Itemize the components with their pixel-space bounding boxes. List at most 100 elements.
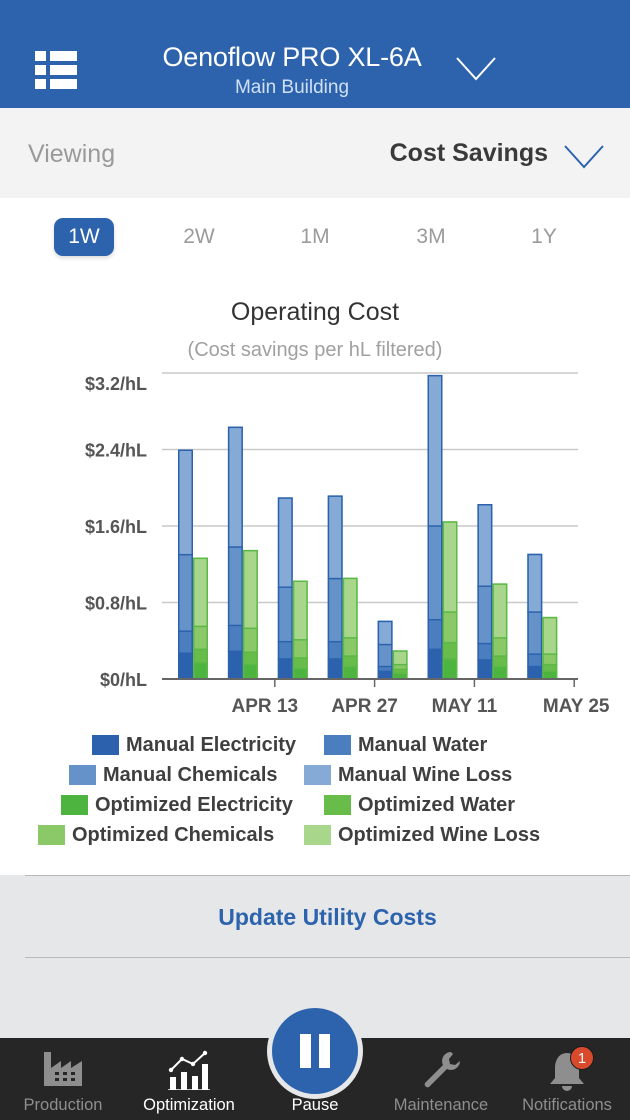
bar-segment-manual-chemicals [377,644,393,667]
bar-segment-manual-wine-loss [277,497,293,588]
bar-segment-optimized-water [242,652,258,665]
bar-segment-optimized-electricity [542,671,558,679]
bar-segment-optimized-chemicals [442,612,458,643]
bar-segment-optimized-wine-loss [193,557,208,627]
divider [25,875,630,876]
bottom-tab-bar: Production Optimization Maintenance Noti… [0,1038,630,1120]
viewing-selector[interactable]: Viewing Cost Savings [0,108,630,198]
bar-segment-optimized-water [542,664,558,672]
legend-swatch [61,795,88,815]
bar-segment-manual-electricity [377,671,393,679]
wrench-icon [424,1052,460,1088]
chart-trend-icon [168,1050,210,1090]
bar-segment-optimized-electricity [342,666,358,679]
bar-segment-manual-wine-loss [377,620,393,645]
device-title[interactable]: Oenoflow PRO XL-6A [162,42,422,72]
y-tick-label: $0/hL [100,670,147,690]
legend-swatch [69,765,96,785]
bar-segment-optimized-chemicals [342,637,358,657]
bar-segment-manual-wine-loss [527,553,543,613]
tab-label: Notifications [522,1096,612,1114]
bar-segment-optimized-wine-loss [342,577,358,638]
bar-segment-optimized-water [442,642,458,659]
bar-segment-manual-wine-loss [327,495,343,579]
legend-label: Manual Wine Loss [338,764,513,786]
viewing-dropdown-chevron-icon[interactable] [563,144,605,170]
legend-swatch [304,765,331,785]
bar-layer [178,374,558,680]
bar-segment-manual-water [227,625,243,652]
axis-layer: $0/hL $0.8/hL $1.6/hL $2.4/hL $3.2/hL APR 13 A… [85,374,610,717]
range-tab-2w[interactable]: 2W [183,225,215,248]
bar-segment-manual-electricity [427,649,443,679]
pause-button[interactable] [267,1003,363,1099]
bar-segment-optimized-wine-loss [492,583,508,638]
range-tab-1w[interactable]: 1W [54,218,114,256]
list-menu-icon[interactable] [35,51,77,90]
bar-segment-manual-water [427,619,443,650]
bar-segment-manual-electricity [178,653,193,679]
tab-maintenance[interactable]: Maintenance [378,1038,504,1120]
time-range-tabs: 1W 2W 1M 3M 1Y [0,218,630,258]
viewing-value[interactable]: Cost Savings [389,139,548,167]
bar-segment-manual-wine-loss [227,426,243,548]
bar-segment-optimized-chemicals [292,639,308,658]
tab-label: Maintenance [393,1096,489,1114]
bar-segment-optimized-wine-loss [542,616,558,655]
bar-segment-optimized-water [193,649,208,663]
divider [25,957,630,958]
bar-segment-manual-wine-loss [477,504,493,587]
tab-production[interactable]: Production [0,1038,126,1120]
app-header: Oenoflow PRO XL-6A Main Building [0,0,630,108]
notification-badge: 1 [570,1046,594,1070]
bar-segment-optimized-electricity [193,662,208,679]
bar-segment-optimized-wine-loss [392,650,408,665]
bar-segment-manual-water [477,643,493,660]
legend-label: Optimized Electricity [95,794,293,816]
bar-segment-manual-electricity [227,651,243,679]
bar-segment-manual-chemicals [427,526,443,620]
bar-segment-optimized-chemicals [242,628,258,653]
range-tab-3m[interactable]: 3M [416,225,446,248]
bar-segment-manual-electricity [477,659,493,679]
bar-segment-manual-electricity [277,658,293,679]
bar-segment-manual-chemicals [178,554,193,632]
device-dropdown-chevron-icon[interactable] [455,56,497,82]
x-tick-label: APR 13 [232,696,299,717]
x-tick-label: APR 27 [331,696,398,717]
bar-segment-optimized-chemicals [392,664,408,670]
bar-segment-optimized-water [292,657,308,669]
bar-segment-optimized-chemicals [193,626,208,650]
bar-segment-optimized-electricity [442,658,458,679]
bar-segment-manual-chemicals [477,586,493,644]
tab-notifications[interactable]: Notifications [504,1038,630,1120]
x-tick-label: MAY 25 [543,696,610,717]
range-tab-1m[interactable]: 1M [300,225,330,248]
bar-segment-optimized-electricity [492,666,508,679]
bar-segment-manual-wine-loss [178,449,193,555]
legend-label: Manual Water [358,734,488,756]
legend-swatch [38,825,65,845]
bar-segment-manual-chemicals [227,547,243,626]
x-tick-label: MAY 11 [432,696,498,717]
tab-label: Optimization [143,1096,235,1114]
bar-segment-manual-electricity [527,666,543,679]
bar-segment-manual-chemicals [327,578,343,642]
bar-segment-manual-electricity [327,658,343,679]
legend-swatch [304,825,331,845]
bar-segment-manual-water [527,654,543,667]
tab-optimization[interactable]: Optimization [126,1038,252,1120]
bar-segment-manual-water [377,666,393,672]
y-tick-label: $0.8/hL [85,594,147,614]
bar-segment-manual-water [178,631,193,654]
chart-subtitle: (Cost savings per hL filtered) [187,339,443,361]
bar-segment-optimized-wine-loss [442,521,458,613]
grid-layer [162,372,578,604]
bar-segment-manual-chemicals [277,587,293,642]
update-utility-costs-button[interactable]: Update Utility Costs [218,904,437,930]
range-tab-1y[interactable]: 1Y [531,225,557,248]
pause-icon [300,1034,311,1068]
device-location: Main Building [234,77,350,98]
y-tick-label: $1.6/hL [85,517,147,537]
bar-segment-manual-wine-loss [427,374,443,526]
